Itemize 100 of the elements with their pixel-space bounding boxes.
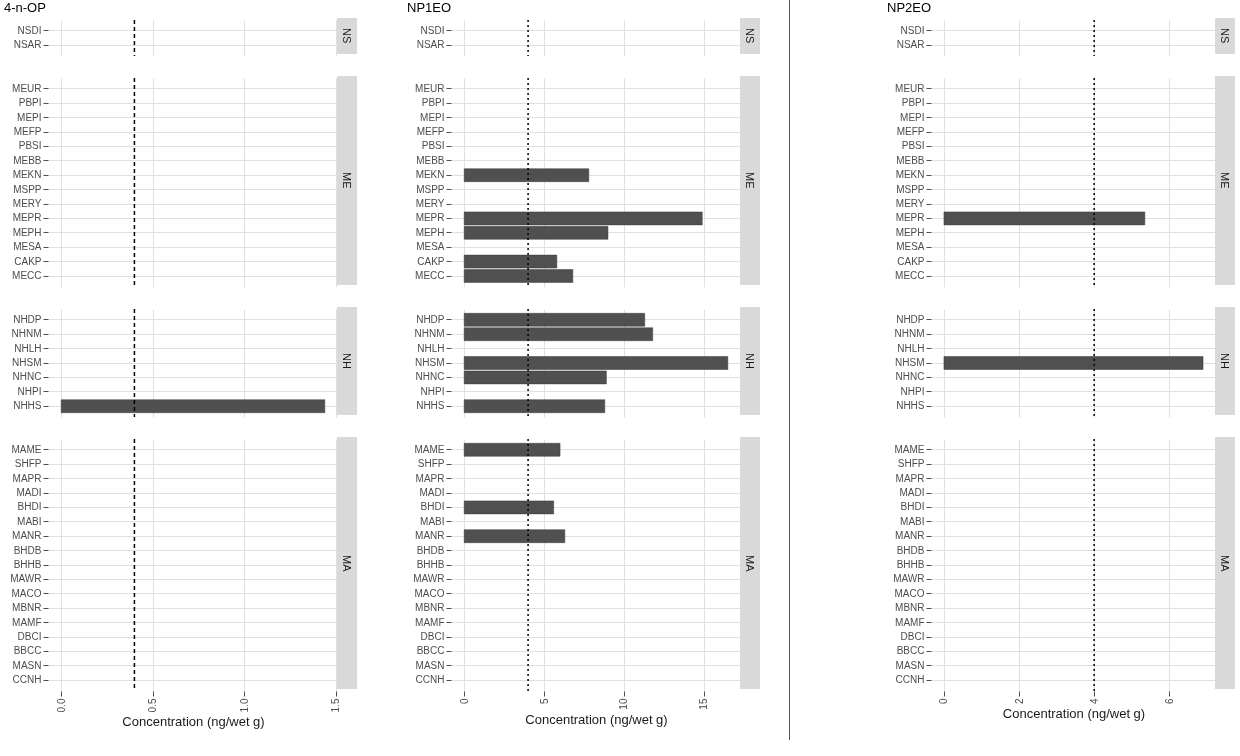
- y-tick-label: MESA: [13, 241, 42, 253]
- y-tick-label: MEUR: [12, 82, 42, 94]
- chart-title: NP2EO: [887, 0, 932, 16]
- y-tick-label: MEPI: [17, 111, 42, 123]
- y-tick-label: DBCI: [17, 630, 42, 642]
- y-tick-label: MADI: [419, 486, 445, 498]
- y-tick-label: MEPR: [12, 212, 42, 224]
- y-tick-label: NSDI: [17, 24, 42, 36]
- y-tick-label: NHPI: [420, 385, 445, 397]
- y-tick-label: MAWR: [10, 573, 42, 585]
- y-tick-label: MBNR: [895, 602, 925, 613]
- y-tick-label: MEBB: [416, 154, 445, 166]
- y-tick-label: DBCI: [420, 630, 445, 642]
- x-tick-label: 0.0: [55, 697, 67, 713]
- y-tick-label: MEPH: [12, 226, 42, 238]
- y-tick-label: MEPI: [420, 111, 445, 123]
- y-tick-label: MANR: [415, 530, 445, 541]
- facet-strip: MA: [740, 436, 760, 689]
- y-tick-label: NSAR: [896, 39, 925, 51]
- y-tick-label: MESA: [896, 241, 925, 253]
- y-tick-label: MAMF: [415, 616, 445, 628]
- y-tick-label: MANR: [895, 530, 925, 541]
- chart-title: 4-n-OP: [4, 0, 46, 16]
- y-tick-label: BBCC: [896, 645, 925, 657]
- y-tick-label: MEPH: [895, 226, 925, 238]
- y-tick-label: BHDI: [17, 501, 42, 513]
- y-tick-label: MASN: [895, 659, 925, 671]
- facet-strip: ME: [740, 76, 760, 285]
- y-tick-label: MACO: [894, 587, 925, 599]
- y-tick-label: MECC: [415, 270, 445, 281]
- x-axis-title: Concentration (ng/wet g): [122, 714, 265, 730]
- x-tick-label: 15: [698, 697, 710, 710]
- y-tick-label: MASN: [12, 659, 42, 671]
- x-axis-title: Concentration (ng/wet g): [1002, 705, 1146, 721]
- y-tick-label: MEBB: [13, 154, 42, 166]
- y-tick-label: MADI: [16, 486, 42, 498]
- y-tick-label: CAKP: [14, 255, 42, 267]
- facet-strip: NS: [740, 18, 760, 54]
- chart-title: NP1EO: [407, 0, 452, 16]
- x-tick-label: 0.5: [147, 697, 159, 713]
- y-tick-label: MECC: [895, 270, 925, 281]
- y-tick-label: MEFP: [13, 126, 42, 137]
- y-tick-label: BHDB: [896, 544, 925, 556]
- y-tick-label: MEUR: [895, 82, 925, 94]
- y-tick-label: MECC: [12, 270, 42, 281]
- y-tick-label: NSAR: [416, 39, 445, 51]
- y-tick-label: CCNH: [12, 674, 42, 685]
- x-tick-label: 6: [1163, 697, 1175, 704]
- x-axis-title: Concentration (ng/wet g): [525, 711, 668, 727]
- y-tick-label: NSDI: [900, 24, 925, 36]
- facet-strip: MA: [1215, 436, 1235, 689]
- y-tick-label: BHDI: [900, 501, 925, 513]
- y-tick-label: MABI: [17, 515, 42, 527]
- y-tick-label: MBNR: [12, 602, 42, 613]
- y-tick-label: MACO: [11, 587, 42, 599]
- facet-strip: ME: [337, 76, 357, 285]
- y-tick-label: NSDI: [420, 24, 445, 36]
- y-tick-label: NHDP: [416, 313, 445, 325]
- y-tick-label: NHLH: [417, 342, 445, 354]
- x-tick-label: 0: [458, 697, 470, 704]
- y-tick-label: NHNC: [12, 371, 42, 383]
- y-tick-label: PBSI: [901, 140, 925, 152]
- y-tick-label: BHHB: [416, 558, 445, 570]
- facet-strip: NS: [1215, 18, 1235, 54]
- y-tick-label: MEKN: [895, 169, 925, 181]
- y-tick-label: MASN: [415, 659, 445, 671]
- facet-strip: MA: [337, 436, 357, 689]
- y-tick-label: PBSI: [18, 140, 42, 152]
- y-tick-label: BHDB: [13, 544, 42, 556]
- y-tick-label: MAWR: [893, 573, 925, 585]
- y-tick-label: MAMF: [12, 616, 42, 628]
- y-tick-label: BHDB: [416, 544, 445, 556]
- y-tick-label: DBCI: [900, 630, 925, 642]
- y-tick-label: SHFP: [897, 458, 925, 469]
- facet-strip: NS: [337, 18, 357, 54]
- y-tick-label: MEFP: [416, 126, 445, 137]
- y-tick-label: NHPI: [17, 385, 42, 397]
- y-tick-label: MEPH: [415, 226, 445, 238]
- facet-strip: NH: [337, 306, 357, 415]
- y-tick-label: MAMF: [895, 616, 925, 628]
- y-tick-label: MAPR: [895, 472, 925, 484]
- y-tick-label: NHNM: [414, 328, 445, 339]
- y-tick-label: MERY: [12, 198, 42, 209]
- x-tick-label: 0: [938, 697, 950, 704]
- y-tick-label: MABI: [420, 515, 445, 527]
- y-tick-label: BBCC: [13, 645, 42, 657]
- y-tick-label: MEPR: [415, 212, 445, 224]
- x-tick-label: 4: [1088, 697, 1100, 704]
- y-tick-label: MAPR: [415, 472, 445, 484]
- y-tick-label: MAME: [414, 443, 445, 455]
- y-tick-label: BBCC: [416, 645, 445, 657]
- y-tick-label: SHFP: [417, 458, 445, 469]
- y-tick-label: NHHS: [13, 400, 42, 411]
- y-tick-label: PBSI: [421, 140, 445, 152]
- facet-strip: ME: [1215, 76, 1235, 285]
- y-tick-label: MERY: [415, 198, 445, 209]
- y-tick-label: MAWR: [413, 573, 445, 585]
- y-tick-label: BHDI: [420, 501, 445, 513]
- y-tick-label: BHHB: [13, 558, 42, 570]
- y-tick-label: MERY: [895, 198, 925, 209]
